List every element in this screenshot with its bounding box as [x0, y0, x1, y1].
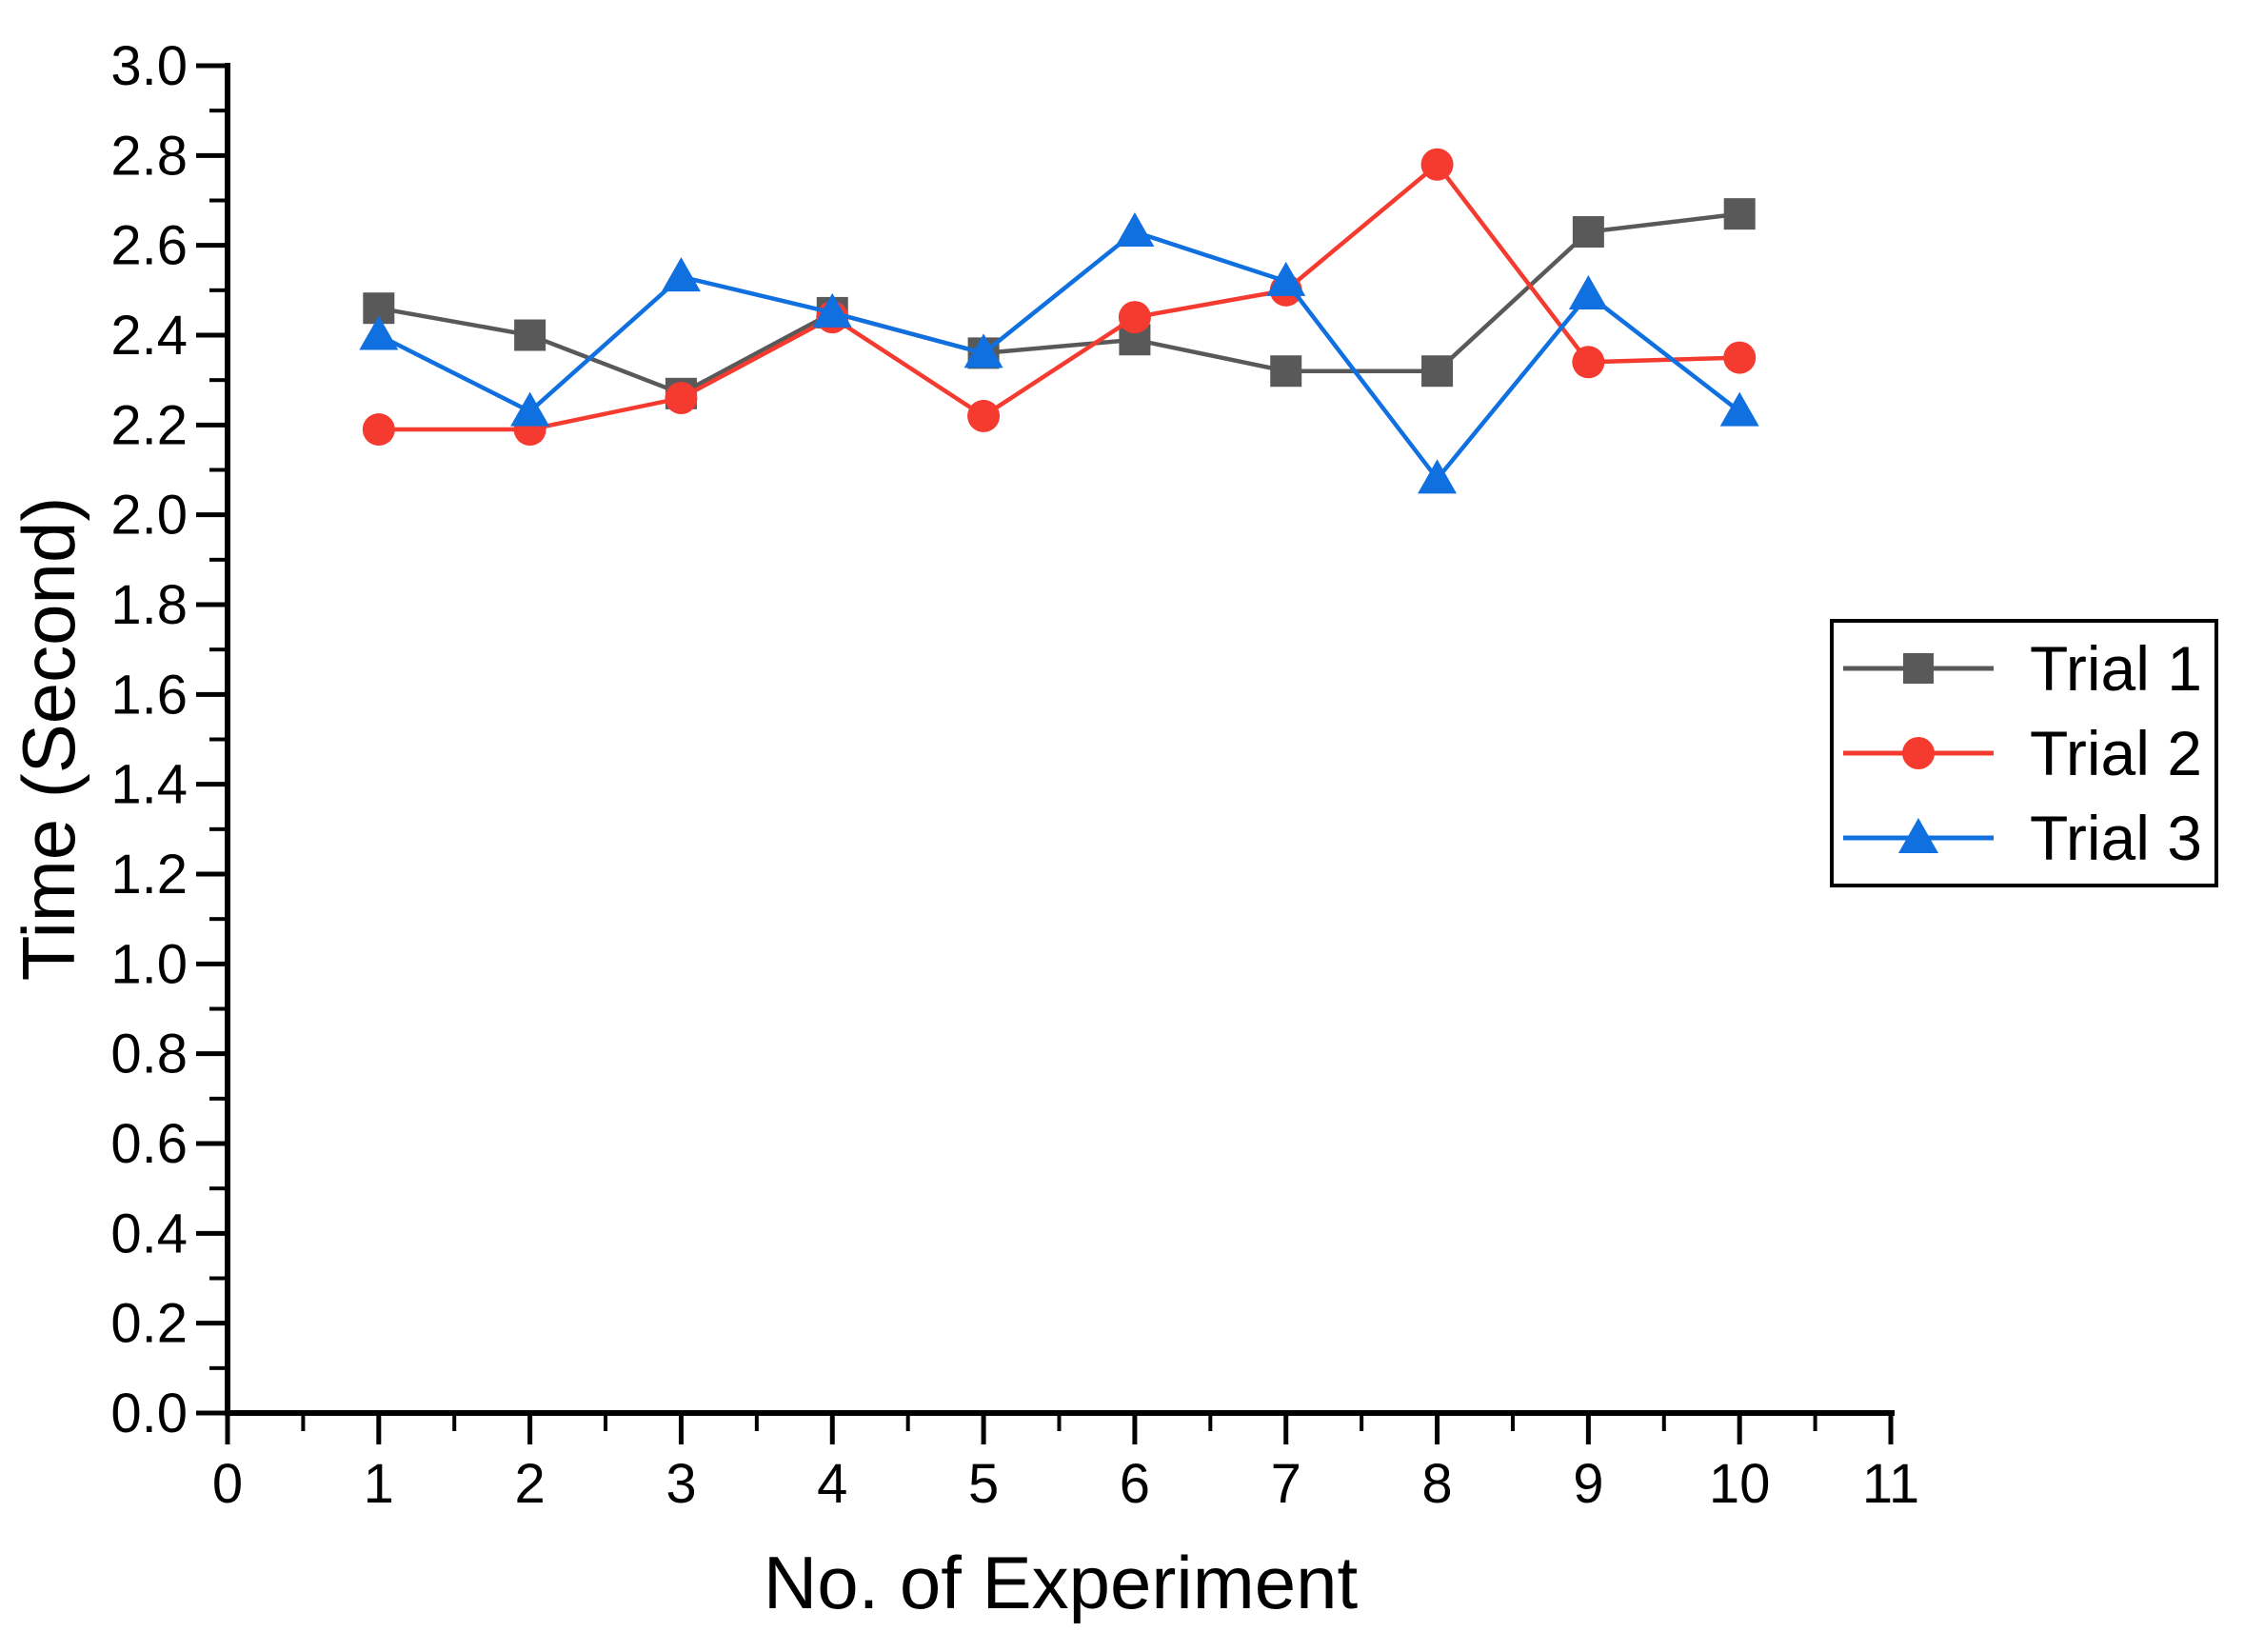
svg-text:1.6: 1.6 — [110, 664, 188, 726]
svg-text:5: 5 — [968, 1453, 999, 1515]
svg-text:9: 9 — [1573, 1453, 1603, 1515]
svg-text:0.2: 0.2 — [110, 1293, 188, 1355]
svg-text:6: 6 — [1120, 1453, 1150, 1515]
series-trial-1 — [363, 198, 1756, 409]
legend-label-trial-3: Trial 3 — [2030, 802, 2202, 873]
trial-2-circle-marker-icon — [1843, 736, 1994, 769]
svg-text:4: 4 — [817, 1453, 847, 1515]
svg-text:0: 0 — [212, 1453, 243, 1515]
series-trial-3 — [359, 212, 1759, 494]
legend-item-trial-3: Trial 3 — [1839, 806, 2214, 869]
svg-text:1.0: 1.0 — [110, 933, 188, 995]
legend-item-trial-2: Trial 2 — [1839, 722, 2214, 785]
svg-text:8: 8 — [1421, 1453, 1452, 1515]
tick-labels: 0 1 2 3 4 5 6 7 8 9 10 11 0.0 0.2 0.4 0.6 0.8 1.0 1.2 1.4 1.… — [110, 35, 1919, 1515]
svg-text:10: 10 — [1709, 1453, 1771, 1515]
trial-3-triangle-marker-icon — [1843, 817, 1994, 853]
svg-text:2.4: 2.4 — [110, 305, 188, 367]
y-axis-title: Time (Second) — [7, 496, 91, 982]
svg-text:3.0: 3.0 — [110, 35, 188, 97]
svg-text:2.8: 2.8 — [110, 125, 188, 187]
svg-text:3: 3 — [665, 1453, 696, 1515]
svg-text:1.2: 1.2 — [110, 844, 188, 906]
ticks — [196, 63, 1894, 1444]
axes — [225, 63, 1895, 1416]
svg-text:1.8: 1.8 — [110, 574, 188, 636]
svg-text:0.4: 0.4 — [110, 1203, 188, 1264]
svg-text:2: 2 — [515, 1453, 546, 1515]
svg-text:1: 1 — [364, 1453, 394, 1515]
svg-text:2.0: 2.0 — [110, 485, 188, 547]
x-axis-title: No. of Experiment — [763, 1541, 1359, 1624]
svg-text:2.2: 2.2 — [110, 394, 188, 456]
trial-1-square-marker-icon — [1843, 653, 1994, 685]
svg-text:0.8: 0.8 — [110, 1024, 188, 1085]
svg-text:0.6: 0.6 — [110, 1113, 188, 1175]
svg-text:0.0: 0.0 — [110, 1383, 188, 1444]
legend: Trial 1 Trial 2 Trial 3 — [1830, 619, 2218, 887]
series-trial-2 — [362, 148, 1757, 447]
svg-text:11: 11 — [1862, 1453, 1919, 1515]
svg-text:1.4: 1.4 — [110, 754, 188, 816]
legend-item-trial-1: Trial 1 — [1839, 637, 2214, 700]
legend-label-trial-1: Trial 1 — [2030, 633, 2202, 705]
svg-text:2.6: 2.6 — [110, 215, 188, 277]
svg-text:7: 7 — [1271, 1453, 1301, 1515]
legend-label-trial-2: Trial 2 — [2030, 717, 2202, 788]
